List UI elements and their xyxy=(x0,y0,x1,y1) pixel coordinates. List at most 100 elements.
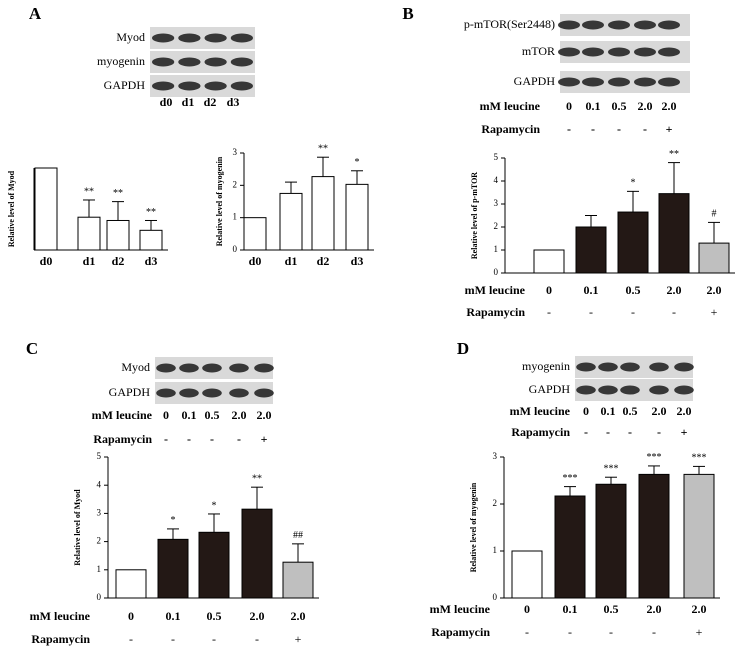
bar xyxy=(198,531,230,599)
x-tick-label: d3 xyxy=(145,254,158,268)
blot-band xyxy=(254,388,274,398)
blot-band xyxy=(179,363,199,373)
bar xyxy=(595,483,627,599)
blot-band xyxy=(179,388,199,398)
blot-band xyxy=(558,47,580,57)
y-axis-label: Relative level of p-mTOR xyxy=(470,172,479,259)
blot-band xyxy=(152,81,175,91)
blot-band xyxy=(558,20,580,30)
blot-row-label: mTOR xyxy=(522,44,555,58)
bar xyxy=(106,219,130,251)
rapamycin-mark: - xyxy=(631,305,635,319)
y-tick-label: 2 xyxy=(494,221,499,231)
lane-label: - xyxy=(567,122,571,136)
y-axis-label: Relative level of myogenin xyxy=(215,156,224,246)
bar xyxy=(511,550,543,599)
x-tick-label: 0.1 xyxy=(584,283,599,297)
significance: ** xyxy=(318,144,328,155)
bar xyxy=(157,538,189,599)
blot-band xyxy=(156,363,176,373)
x-tick-label: 2.0 xyxy=(250,609,265,623)
x-tick-label: 2.0 xyxy=(647,602,662,616)
lane-label: - xyxy=(164,432,168,446)
blot-band xyxy=(152,33,175,43)
blot-row-label: GAPDH xyxy=(529,382,571,396)
y-tick-label: 3 xyxy=(493,451,498,461)
x-tick-label: 2.0 xyxy=(692,602,707,616)
significance: *** xyxy=(692,453,707,464)
y-tick-label: 5 xyxy=(97,451,102,461)
panel-letter: B xyxy=(402,4,413,23)
y-axis-label: Relative level of myogenin xyxy=(469,482,478,572)
blot-band xyxy=(204,81,227,91)
x-tick-label: d1 xyxy=(285,254,298,268)
blot-strip xyxy=(150,75,255,97)
lane-label: - xyxy=(591,122,595,136)
bar xyxy=(698,242,730,274)
lane-label: 0 xyxy=(163,408,169,422)
significance: ** xyxy=(84,186,94,197)
y-tick-label: 1 xyxy=(97,564,102,574)
significance: *** xyxy=(563,473,578,484)
blot-row-label: myogenin xyxy=(97,54,145,68)
significance: * xyxy=(171,515,176,526)
bar xyxy=(139,229,163,251)
panel-letter: C xyxy=(26,339,38,358)
blot-band xyxy=(658,47,680,57)
significance: *** xyxy=(604,464,619,475)
blot-band xyxy=(202,388,222,398)
blot-row-label: GAPDH xyxy=(109,385,151,399)
lane-row-label: Rapamycin xyxy=(511,425,570,439)
y-tick-label: 4 xyxy=(494,175,499,185)
blot-row-label: myogenin xyxy=(522,359,570,373)
lane-label: - xyxy=(210,432,214,446)
lane-row-label: Rapamycin xyxy=(481,122,540,136)
x-axis-label: mM leucine xyxy=(465,283,526,297)
lane-label: 2.0 xyxy=(232,408,247,422)
blot-band xyxy=(608,47,630,57)
rapamycin-mark: - xyxy=(525,625,529,639)
lane-row-label: mM leucine xyxy=(92,408,153,422)
blot-band xyxy=(620,362,640,372)
x-tick-label: d1 xyxy=(83,254,96,268)
blot-band xyxy=(582,77,604,87)
panel-letter: A xyxy=(29,4,42,23)
blot-band xyxy=(608,77,630,87)
blot-band xyxy=(254,363,274,373)
lane-label: 2.0 xyxy=(662,99,677,113)
rapamycin-mark: - xyxy=(547,305,551,319)
bar xyxy=(575,226,607,274)
lane-label: - xyxy=(187,432,191,446)
x-axis-label: mM leucine xyxy=(430,602,491,616)
blot-band xyxy=(582,20,604,30)
blot-band xyxy=(204,33,227,43)
blot-band xyxy=(634,20,656,30)
blot-band xyxy=(649,362,669,372)
blot-row-label: GAPDH xyxy=(104,78,146,92)
x-tick-label: 2.0 xyxy=(291,609,306,623)
x-tick-label: 2.0 xyxy=(707,283,722,297)
lane-label: + xyxy=(681,425,688,439)
x-tick-label: 0 xyxy=(128,609,134,623)
blot-band xyxy=(620,385,640,395)
bar xyxy=(658,193,690,274)
blot-band xyxy=(230,33,253,43)
significance: * xyxy=(355,157,360,168)
x-axis-label: mM leucine xyxy=(30,609,91,623)
bar xyxy=(554,495,586,599)
blot-band xyxy=(229,363,249,373)
blot-band xyxy=(576,385,596,395)
bar xyxy=(282,561,314,599)
blot-strip xyxy=(150,27,255,49)
bar xyxy=(683,473,715,599)
lane-label: - xyxy=(628,425,632,439)
rapamycin-mark: - xyxy=(589,305,593,319)
blot-band xyxy=(582,47,604,57)
rapamycin-label: Rapamycin xyxy=(31,632,90,646)
x-tick-label: 0 xyxy=(546,283,552,297)
lane-label: 0.5 xyxy=(623,404,638,418)
bar xyxy=(279,192,303,251)
y-tick-label: 2 xyxy=(97,536,102,546)
x-tick-label: 0.5 xyxy=(604,602,619,616)
